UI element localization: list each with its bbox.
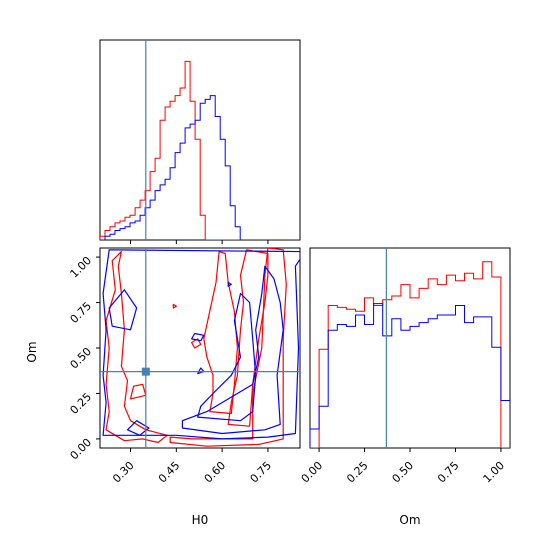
h0-om-contour-panel: 0.30 0.45 0.60 0.75 0.000.250.500.751.00	[68, 247, 301, 485]
h0-histogram-ticks	[130, 240, 269, 244]
blue-contour	[197, 292, 257, 422]
red-contour	[169, 248, 287, 447]
h0-histogram-panel	[99, 39, 301, 244]
blue-contour	[126, 420, 150, 436]
om-histogram-blue	[310, 303, 510, 448]
h0-histogram-steps	[100, 60, 300, 240]
om-histogram-red	[310, 261, 510, 448]
red-contour	[191, 338, 202, 349]
blue-contour	[191, 332, 205, 342]
red-contour	[105, 251, 168, 444]
red-contour	[172, 303, 177, 309]
om-x-axis-label: Om	[399, 513, 420, 527]
red-contour	[203, 251, 238, 415]
om-histogram-steps	[310, 261, 510, 448]
blue-contour	[197, 367, 205, 375]
blue-contour	[227, 281, 232, 287]
h0-histogram-red	[100, 60, 300, 240]
om-y-axis-label: Om	[25, 341, 39, 362]
truth-marker	[141, 367, 150, 376]
h0-histogram-frame	[99, 39, 301, 241]
contour-lines	[102, 248, 300, 447]
h0-histogram-blue	[100, 95, 300, 240]
red-contour	[129, 383, 147, 400]
blue-contour	[181, 265, 284, 435]
blue-contour	[108, 289, 138, 331]
h0-x-axis-label: H0	[192, 513, 209, 527]
blue-contour	[102, 249, 300, 440]
